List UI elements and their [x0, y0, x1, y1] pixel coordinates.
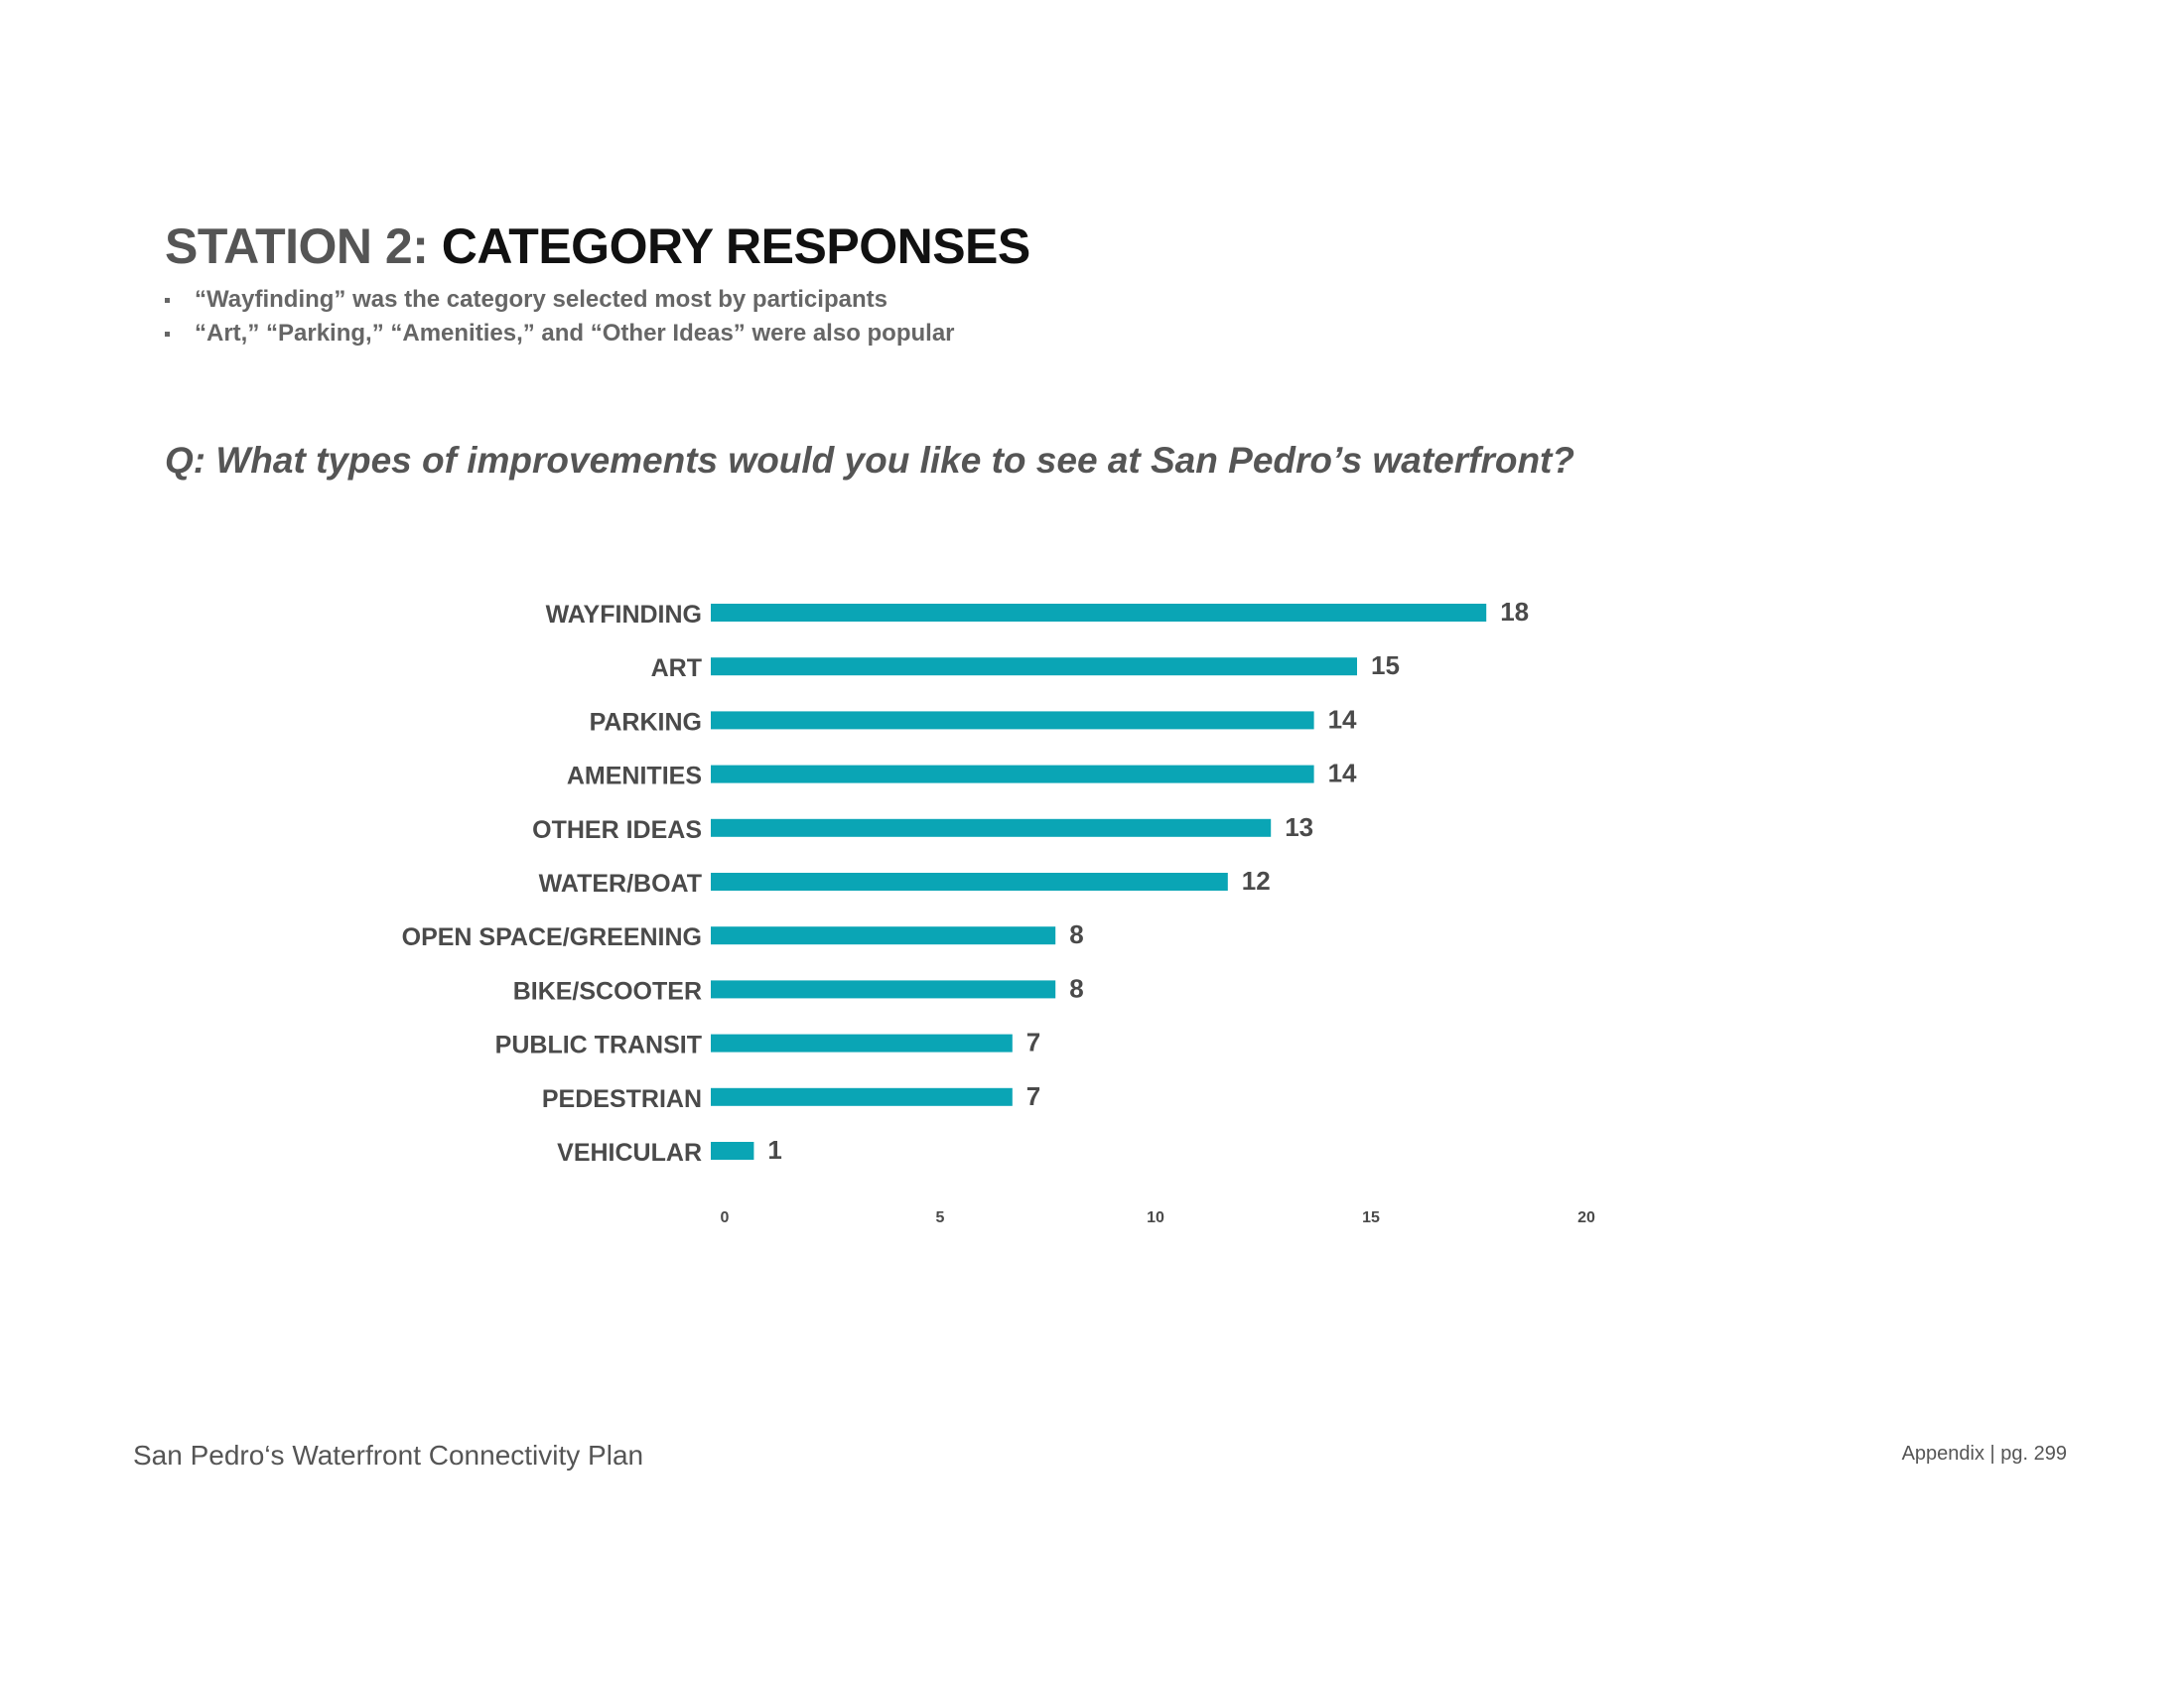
x-tick-label: 15 — [1362, 1209, 1380, 1226]
bar — [711, 873, 1228, 891]
category-label: PUBLIC TRANSIT — [495, 1032, 702, 1059]
footer-plan-name: San Pedro‘s Waterfront Connectivity Plan — [133, 1440, 644, 1471]
title-station: STATION 2: — [165, 218, 429, 274]
category-label: OTHER IDEAS — [532, 816, 702, 844]
data-label: 12 — [1242, 866, 1271, 896]
data-label: 1 — [767, 1135, 781, 1165]
category-label: ART — [651, 654, 702, 682]
bar — [711, 1142, 754, 1160]
data-label: 13 — [1285, 812, 1313, 842]
bar — [711, 604, 1487, 622]
survey-question: Q: What types of improvements would you … — [165, 440, 1574, 481]
data-label: 8 — [1069, 919, 1083, 949]
category-label: PEDESTRIAN — [542, 1085, 702, 1113]
bar — [711, 711, 1314, 730]
bar — [711, 657, 1357, 676]
footer-page-number: Appendix | pg. 299 — [1901, 1443, 2067, 1465]
bullet-item: “Art,” “Parking,” “Amenities,” and “Othe… — [165, 317, 955, 351]
title-category-responses: CATEGORY RESPONSES — [441, 218, 1030, 274]
bullet-dot — [165, 298, 170, 303]
x-tick-label: 20 — [1577, 1209, 1595, 1226]
category-label: VEHICULAR — [557, 1139, 702, 1167]
data-label: 14 — [1328, 704, 1357, 734]
data-label: 15 — [1371, 650, 1400, 680]
summary-bullets: “Wayfinding” was the category selected m… — [165, 283, 955, 351]
data-label: 14 — [1328, 759, 1357, 788]
data-label: 7 — [1026, 1028, 1040, 1057]
category-label: BIKE/SCOOTER — [513, 977, 702, 1005]
bullet-dot — [165, 332, 170, 337]
category-label: AMENITIES — [567, 763, 702, 790]
data-label: 7 — [1026, 1081, 1040, 1111]
data-label: 8 — [1069, 973, 1083, 1003]
bar — [711, 765, 1314, 783]
category-label: WAYFINDING — [546, 601, 702, 629]
x-tick-label: 10 — [1147, 1209, 1164, 1226]
bar — [711, 1087, 1013, 1106]
data-label: 18 — [1500, 597, 1529, 627]
x-tick-label: 0 — [721, 1209, 730, 1226]
x-tick-label: 5 — [936, 1209, 945, 1226]
bar — [711, 980, 1056, 999]
bar — [711, 1034, 1013, 1053]
category-label: PARKING — [590, 708, 702, 736]
category-label: OPEN SPACE/GREENING — [402, 923, 702, 951]
bar — [711, 818, 1272, 837]
category-label: WATER/BOAT — [539, 870, 702, 898]
bullet-item: “Wayfinding” was the category selected m… — [165, 283, 955, 317]
bar — [711, 926, 1056, 945]
bullet-text: “Art,” “Parking,” “Amenities,” and “Othe… — [195, 320, 955, 347]
page-title: STATION 2: CATEGORY RESPONSES — [165, 216, 1030, 276]
bullet-text: “Wayfinding” was the category selected m… — [195, 286, 887, 313]
